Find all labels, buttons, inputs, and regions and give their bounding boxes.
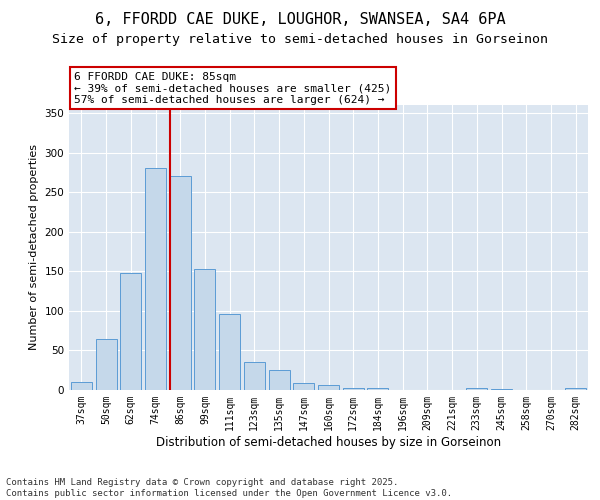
Bar: [293, 383, 314, 390]
Text: Contains HM Land Registry data © Crown copyright and database right 2025.
Contai: Contains HM Land Registry data © Crown c…: [6, 478, 452, 498]
Bar: [318, 385, 339, 390]
Bar: [219, 314, 240, 390]
X-axis label: Distribution of semi-detached houses by size in Gorseinon: Distribution of semi-detached houses by …: [156, 436, 501, 448]
Bar: [244, 362, 265, 390]
Bar: [120, 273, 141, 390]
Bar: [170, 176, 191, 390]
Bar: [269, 370, 290, 390]
Bar: [343, 388, 364, 390]
Bar: [466, 388, 487, 390]
Bar: [194, 269, 215, 390]
Y-axis label: Number of semi-detached properties: Number of semi-detached properties: [29, 144, 39, 350]
Text: 6, FFORDD CAE DUKE, LOUGHOR, SWANSEA, SA4 6PA: 6, FFORDD CAE DUKE, LOUGHOR, SWANSEA, SA…: [95, 12, 505, 28]
Text: 6 FFORDD CAE DUKE: 85sqm
← 39% of semi-detached houses are smaller (425)
57% of : 6 FFORDD CAE DUKE: 85sqm ← 39% of semi-d…: [74, 72, 391, 105]
Bar: [491, 389, 512, 390]
Bar: [367, 388, 388, 390]
Bar: [145, 168, 166, 390]
Bar: [95, 340, 116, 390]
Bar: [71, 382, 92, 390]
Text: Size of property relative to semi-detached houses in Gorseinon: Size of property relative to semi-detach…: [52, 32, 548, 46]
Bar: [565, 388, 586, 390]
